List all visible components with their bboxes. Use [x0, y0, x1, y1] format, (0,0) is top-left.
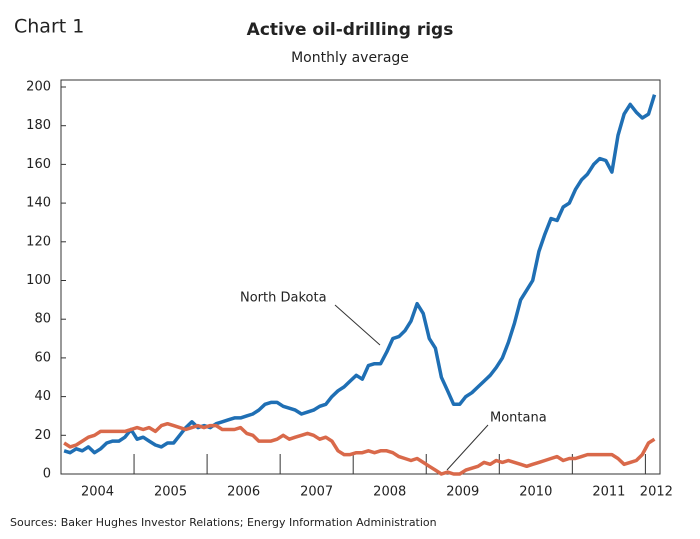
y-tick-label: 120 — [26, 234, 51, 249]
series-label: North Dakota — [240, 291, 327, 306]
plot-frame — [60, 79, 661, 475]
y-tick-label: 40 — [34, 389, 51, 404]
y-tick-label: 100 — [26, 273, 51, 288]
x-tick-label: 2009 — [446, 485, 479, 500]
y-tick-label: 180 — [26, 118, 51, 133]
chart-title: Active oil-drilling rigs — [247, 20, 454, 40]
x-tick-label: 2004 — [81, 485, 114, 500]
series-label: Montana — [490, 411, 547, 426]
x-tick-label: 2008 — [373, 485, 406, 500]
y-tick-label: 80 — [34, 312, 51, 327]
series-line — [63, 94, 657, 455]
x-tick-label: 2012 — [640, 485, 673, 500]
x-tick-label: 2011 — [592, 485, 625, 500]
chart-subtitle: Monthly average — [291, 50, 409, 66]
y-tick-label: 60 — [34, 350, 51, 365]
y-tick-label: 200 — [26, 80, 51, 95]
leader-line — [446, 424, 489, 471]
series-line — [63, 421, 656, 476]
x-tick-label: 2010 — [519, 485, 552, 500]
source-note: Sources: Baker Hughes Investor Relations… — [10, 516, 437, 529]
x-tick-label: 2007 — [300, 485, 333, 500]
x-tick-label: 2005 — [154, 485, 187, 500]
chart-label: Chart 1 — [14, 16, 84, 38]
y-tick-label: 160 — [26, 157, 51, 172]
leader-line — [334, 304, 381, 346]
y-tick-label: 20 — [34, 428, 51, 443]
x-tick-label: 2006 — [227, 485, 260, 500]
y-tick-label: 140 — [26, 196, 51, 211]
y-tick-label: 0 — [43, 467, 51, 482]
